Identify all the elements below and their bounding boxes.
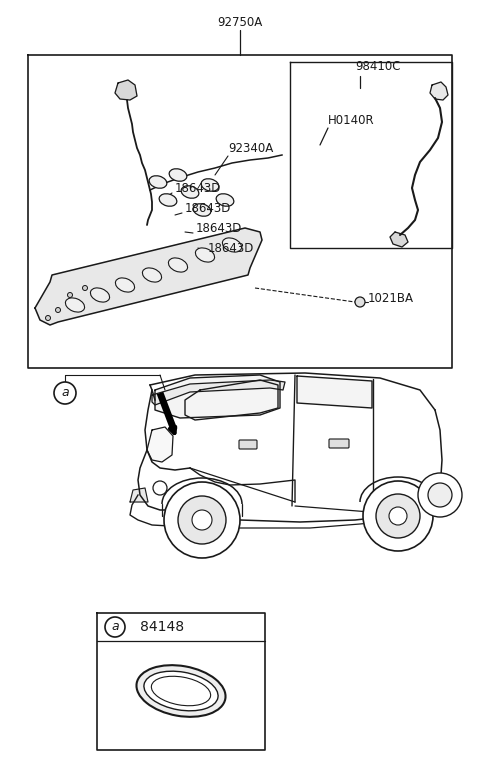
Ellipse shape: [159, 194, 177, 206]
Ellipse shape: [143, 268, 162, 282]
Circle shape: [105, 617, 125, 637]
Circle shape: [418, 473, 462, 517]
Circle shape: [56, 308, 60, 312]
Text: 18643D: 18643D: [175, 182, 221, 195]
Text: 18643D: 18643D: [208, 242, 254, 255]
Polygon shape: [155, 375, 280, 418]
FancyBboxPatch shape: [329, 439, 349, 448]
Circle shape: [83, 286, 87, 290]
Ellipse shape: [201, 179, 219, 192]
Polygon shape: [147, 427, 173, 462]
FancyBboxPatch shape: [239, 440, 257, 449]
Circle shape: [355, 297, 365, 307]
Text: a: a: [111, 620, 119, 634]
Ellipse shape: [195, 248, 215, 262]
Circle shape: [389, 507, 407, 525]
Circle shape: [153, 481, 167, 495]
Ellipse shape: [149, 176, 167, 188]
Polygon shape: [152, 380, 285, 405]
Circle shape: [178, 496, 226, 544]
Ellipse shape: [144, 671, 218, 711]
Polygon shape: [35, 228, 262, 325]
Ellipse shape: [136, 665, 226, 717]
Circle shape: [428, 483, 452, 507]
Ellipse shape: [222, 238, 241, 252]
Ellipse shape: [90, 288, 109, 302]
Ellipse shape: [169, 169, 187, 181]
Ellipse shape: [193, 204, 211, 217]
Text: a: a: [61, 387, 69, 400]
Ellipse shape: [168, 258, 188, 272]
Circle shape: [46, 315, 50, 321]
Ellipse shape: [115, 278, 134, 292]
Circle shape: [164, 482, 240, 558]
Polygon shape: [430, 82, 448, 100]
Circle shape: [192, 510, 212, 530]
Text: 18643D: 18643D: [185, 201, 231, 214]
Circle shape: [363, 481, 433, 551]
Polygon shape: [297, 376, 372, 408]
Polygon shape: [390, 232, 408, 247]
Circle shape: [54, 382, 76, 404]
Polygon shape: [185, 380, 278, 420]
Circle shape: [68, 293, 72, 297]
Polygon shape: [130, 488, 148, 502]
Text: 1021BA: 1021BA: [368, 293, 414, 306]
Ellipse shape: [181, 185, 199, 198]
Ellipse shape: [151, 676, 211, 706]
Text: 98410C: 98410C: [355, 61, 400, 74]
Text: 92340A: 92340A: [228, 141, 273, 154]
Text: H0140R: H0140R: [328, 113, 374, 126]
Text: 92750A: 92750A: [217, 15, 263, 28]
Ellipse shape: [216, 194, 234, 206]
Text: 18643D: 18643D: [196, 221, 242, 235]
Ellipse shape: [65, 298, 84, 312]
Text: 84148: 84148: [140, 620, 184, 634]
Polygon shape: [115, 80, 137, 100]
Circle shape: [376, 494, 420, 538]
